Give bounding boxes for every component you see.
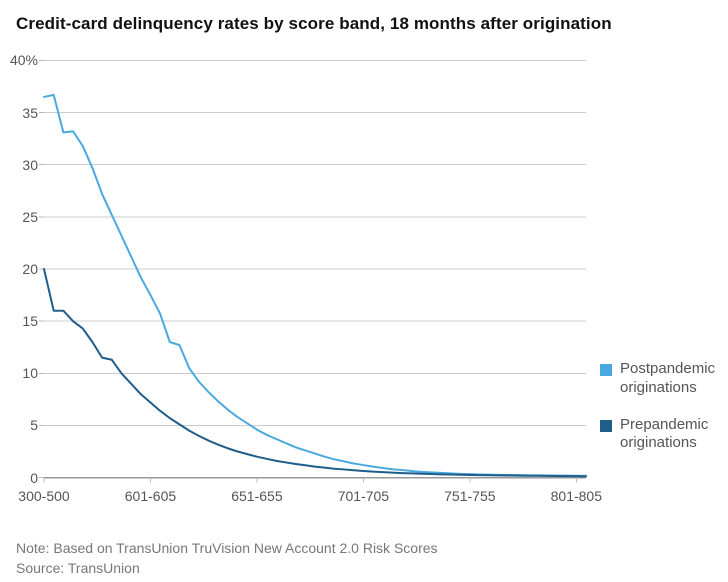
y-tick-label: 35 bbox=[22, 105, 38, 121]
y-tick-label: 0 bbox=[30, 470, 38, 486]
y-tick-label: 10 bbox=[22, 365, 38, 381]
plot-area bbox=[44, 50, 586, 488]
legend-item: Prepandemic originations bbox=[600, 416, 728, 454]
x-tick-label: 601-605 bbox=[125, 488, 176, 504]
x-tick-label: 651-655 bbox=[231, 488, 282, 504]
y-tick-label: 20 bbox=[22, 261, 38, 277]
legend-label: Prepandemic originations bbox=[620, 416, 728, 454]
y-tick-label: 15 bbox=[22, 313, 38, 329]
y-tick-label: 25 bbox=[22, 209, 38, 225]
chart-source: Source: TransUnion bbox=[16, 560, 140, 576]
x-tick-label: 801-805 bbox=[551, 488, 602, 504]
chart-note: Note: Based on TransUnion TruVision New … bbox=[16, 540, 438, 556]
legend: Postpandemic originations Prepandemic ori… bbox=[600, 360, 728, 471]
x-tick-label: 701-705 bbox=[338, 488, 389, 504]
y-tick-label: 30 bbox=[22, 157, 38, 173]
chart-container: { "title": "Credit-card delinquency rate… bbox=[0, 0, 728, 582]
legend-label: Postpandemic originations bbox=[620, 360, 728, 398]
y-tick-label: 5 bbox=[30, 417, 38, 433]
legend-item: Postpandemic originations bbox=[600, 360, 728, 398]
legend-swatch bbox=[600, 364, 612, 376]
chart-title: Credit-card delinquency rates by score b… bbox=[16, 14, 612, 34]
series-line-1 bbox=[44, 269, 586, 476]
chart-svg bbox=[44, 50, 586, 488]
y-tick-label: 40% bbox=[10, 52, 38, 68]
x-tick-label: 300-500 bbox=[18, 488, 69, 504]
x-tick-label: 751-755 bbox=[444, 488, 495, 504]
legend-swatch bbox=[600, 420, 612, 432]
series-line-0 bbox=[44, 95, 586, 476]
